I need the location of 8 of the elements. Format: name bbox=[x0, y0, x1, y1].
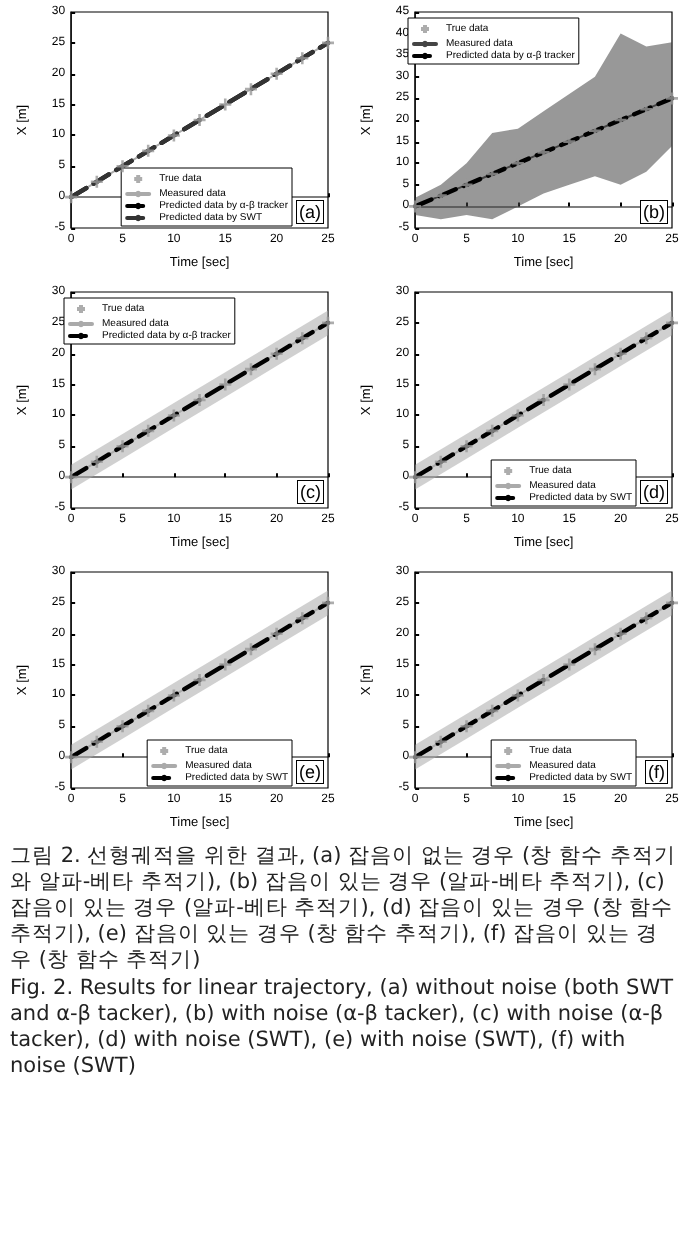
annotation: (d) bbox=[643, 482, 666, 502]
annotation: (b) bbox=[643, 202, 666, 222]
annotation: (a) bbox=[299, 202, 322, 222]
caption: 그림 2. 선형궤적을 위한 결과, (a) 잡음이 없는 경우 (창 함수 추적기와 알파-베타 추적기), (b) 잡음이 있는 경우 (알파-베타 추적기), (c) 잡음이 있는 경우 (알파-베타 추적기), (d) 잡음이 있는 경우 (창 함수 추적기), (e) 잡음이 있는 경우 (창 함수 추적기), (f) 잡음이 있는 경우 (창 함수 추적기) bbox=[10, 844, 678, 974]
annotation: (c) bbox=[300, 482, 322, 502]
caption: Fig. 2. Results for linear trajectory, (a) without noise (both SWT and α-β tacker), (b) with noise (α-β tacker), (c) with noise (α-β tacker), (d) with noise (SWT), (e) with noise (SWT), (f) with noise (SWT) bbox=[10, 976, 676, 1080]
annotation: (f) bbox=[648, 762, 666, 782]
annotation: (e) bbox=[299, 762, 322, 782]
